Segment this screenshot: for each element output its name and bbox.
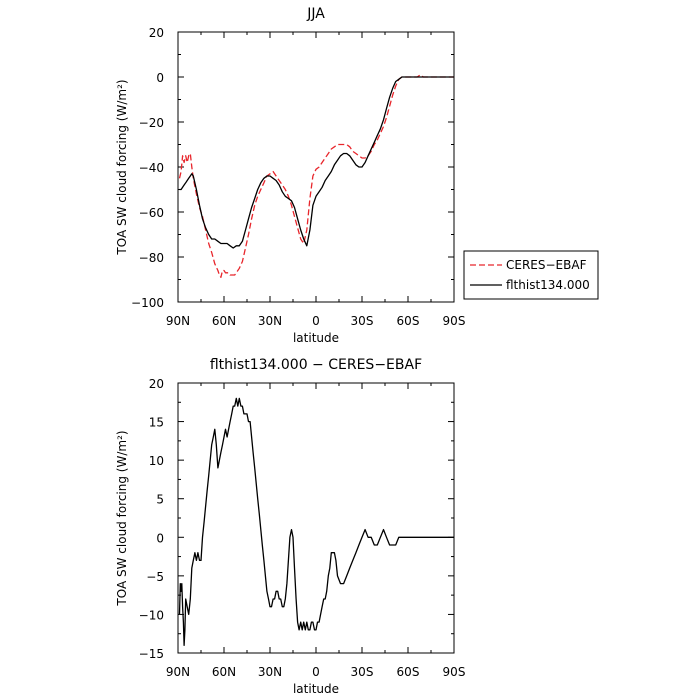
y-tick-label: 20 xyxy=(149,377,164,391)
legend-entry: flthist134.000 xyxy=(506,278,590,292)
x-tick-label: 0 xyxy=(312,314,320,328)
x-axis-label: latitude xyxy=(293,331,339,345)
series-line-difference xyxy=(178,397,454,646)
y-tick-label: 10 xyxy=(149,454,164,468)
legend-entry: CERES−EBAF xyxy=(506,258,587,272)
y-tick-label: 0 xyxy=(156,531,164,545)
x-axis-label: latitude xyxy=(293,682,339,696)
x-tick-label: 0 xyxy=(312,665,320,679)
x-tick-label: 90S xyxy=(443,665,466,679)
y-tick-label: −5 xyxy=(146,570,164,584)
bottom-panel-difference: flthist134.000 − CERES−EBAF 20 15 10 5 0 −5 −10… xyxy=(115,357,465,696)
x-tick-label: 60S xyxy=(397,665,420,679)
y-axis-label: TOA SW cloud forcing (W/m²) xyxy=(115,430,129,606)
y-tick-label: 5 xyxy=(156,493,164,507)
series-line-flthist134-000 xyxy=(179,76,454,249)
chart-title: JJA xyxy=(306,6,325,22)
y-tick-label: 0 xyxy=(156,71,164,85)
x-tick-label: 60S xyxy=(397,314,420,328)
y-tick-label: −80 xyxy=(139,251,164,265)
legend: CERES−EBAF flthist134.000 xyxy=(463,250,599,300)
y-tick-label: −40 xyxy=(139,161,164,175)
x-tick-label: 30N xyxy=(258,314,282,328)
x-tick-label: 90S xyxy=(443,314,466,328)
series-line-ceres-ebaf xyxy=(178,74,454,278)
x-tick-label: 30N xyxy=(258,665,282,679)
legend-box xyxy=(463,250,599,300)
y-tick-label: −10 xyxy=(139,608,164,622)
y-tick-label: 20 xyxy=(149,26,164,40)
x-tick-label: 60N xyxy=(212,665,236,679)
y-axis-label: TOA SW cloud forcing (W/m²) xyxy=(115,79,129,255)
x-tick-label: 60N xyxy=(212,314,236,328)
y-tick-label: −15 xyxy=(139,647,164,661)
y-tick-label: −60 xyxy=(139,206,164,220)
x-tick-label: 30S xyxy=(351,314,374,328)
x-tick-label: 90N xyxy=(166,665,190,679)
plot-frame xyxy=(177,382,455,654)
chart-title: flthist134.000 − CERES−EBAF xyxy=(210,357,422,373)
x-tick-label: 30S xyxy=(351,665,374,679)
x-tick-label: 90N xyxy=(166,314,190,328)
y-tick-label: 15 xyxy=(149,416,164,430)
y-tick-label: −100 xyxy=(131,296,164,310)
y-tick-label: −20 xyxy=(139,116,164,130)
plot-frame xyxy=(177,31,455,303)
